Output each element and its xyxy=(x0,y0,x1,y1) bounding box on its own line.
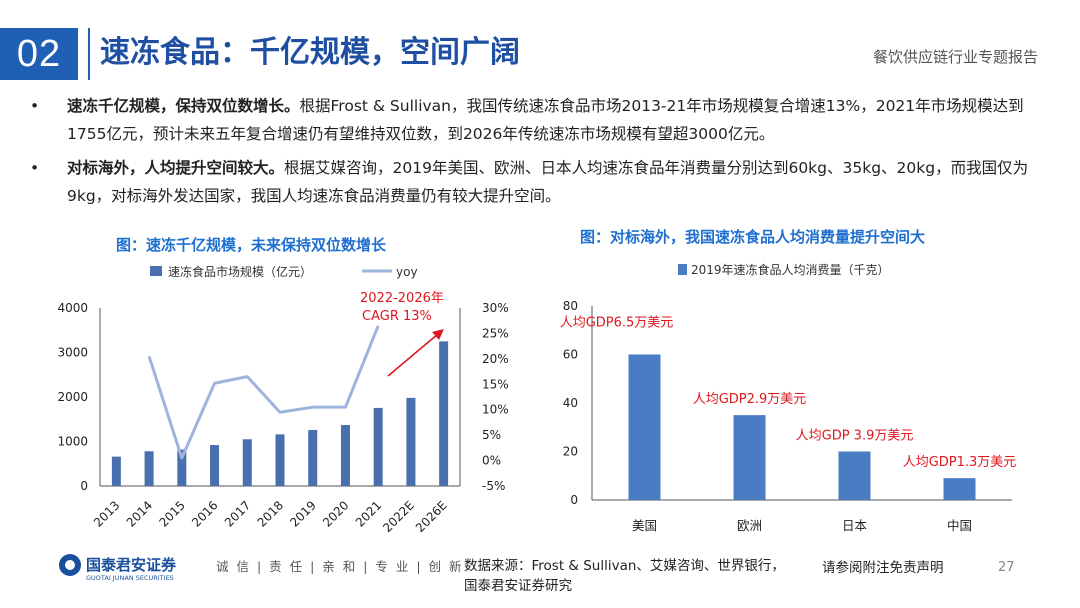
cagr-arrow-shaft xyxy=(387,333,439,377)
x-tick-label: 2013 xyxy=(91,498,122,529)
cagr-annotation-line2: CAGR 13% xyxy=(362,309,432,324)
bar-2022E xyxy=(406,397,416,486)
per-capita-chart: 2019年速冻食品人均消费量（千克） 0 20 40 60 80 美国 欧洲 日本 中国 人均GDP… xyxy=(560,262,1017,533)
x-tick-label: 2026E xyxy=(413,498,450,535)
bar-2018 xyxy=(275,434,285,486)
x-tick-label: 欧洲 xyxy=(737,518,762,533)
bullet-dot: • xyxy=(30,97,40,115)
bar-2014 xyxy=(144,451,154,486)
y-tick-label: 40 xyxy=(563,396,578,410)
bar-2015 xyxy=(177,449,187,486)
market-size-chart: 速冻食品市场规模（亿元） yoy 0 1000 2000 3000 4000 -5% 0% 5% 1… xyxy=(57,264,509,535)
x-tick-label: 2020 xyxy=(320,498,351,529)
x-tick-label: 2015 xyxy=(156,498,187,529)
bar-中国 xyxy=(943,478,976,500)
x-tick-label: 中国 xyxy=(947,518,972,533)
page-number: 27 xyxy=(998,560,1015,575)
x-tick-label: 日本 xyxy=(842,518,868,533)
bar-2026E xyxy=(439,341,449,486)
right-tick-label: 0% xyxy=(482,454,501,468)
bar-2020 xyxy=(340,425,350,486)
bar-日本 xyxy=(838,451,871,500)
right-tick-label: 10% xyxy=(482,403,509,417)
gdp-label: 人均GDP6.5万美元 xyxy=(560,316,674,331)
slide-title: 速冻食品：千亿规模，空间广阔 xyxy=(100,35,520,70)
bar-2019 xyxy=(308,429,318,486)
y-tick-label: 20 xyxy=(563,445,578,459)
y-tick-label: 80 xyxy=(563,299,578,313)
gdp-label: 人均GDP1.3万美元 xyxy=(903,455,1017,470)
bar-美国 xyxy=(628,354,661,500)
chart1-title: 图：速冻千亿规模，未来保持双位数增长 xyxy=(116,236,387,254)
left-tick-label: 1000 xyxy=(57,435,88,449)
right-tick-label: -5% xyxy=(482,479,505,493)
x-tick-label: 2018 xyxy=(255,498,286,529)
right-tick-label: 5% xyxy=(482,428,501,442)
x-tick-label: 2019 xyxy=(287,498,318,529)
yoy-line xyxy=(147,325,380,460)
y-tick-label: 0 xyxy=(570,493,578,507)
source-line: 国泰君安证券研究 xyxy=(464,578,572,594)
chart2-title: 图：对标海外，我国速冻食品人均消费量提升空间大 xyxy=(580,228,926,246)
bullet-list: • 速冻千亿规模，保持双位数增长。根据Frost & Sullivan，我国传统… xyxy=(22,92,1052,216)
bullet-text: 根据Frost & Sullivan，我国传统速冻食品市场2013-21年市场规… xyxy=(67,97,1024,143)
source-line: 数据来源：Frost & Sullivan、艾媒咨询、世界银行， xyxy=(464,558,785,574)
bar-2021 xyxy=(373,407,383,486)
legend-bar-label: 速冻食品市场规模（亿元） xyxy=(168,264,312,279)
company-motto: 诚 信 | 责 任 | 亲 和 | 专 业 | 创 新 xyxy=(216,559,464,574)
left-tick-label: 2000 xyxy=(57,390,88,404)
right-tick-label: 25% xyxy=(482,326,509,340)
company-logo: 国泰君安证券 GUOTAI JUNAN SECURITIES xyxy=(58,553,208,587)
bullet-text: 根据艾媒咨询，2019年美国、欧洲、日本人均速冻食品年消费量分别达到60kg、3… xyxy=(67,159,1029,205)
x-tick-label: 2022E xyxy=(380,498,417,535)
gdp-label: 人均GDP2.9万美元 xyxy=(693,392,807,407)
bar-2013 xyxy=(111,456,121,486)
bullet-dot: • xyxy=(30,159,40,177)
x-tick-label: 美国 xyxy=(632,518,657,533)
cagr-annotation-line1: 2022-2026年 xyxy=(360,291,444,306)
bar-2016 xyxy=(210,445,220,486)
left-tick-label: 0 xyxy=(80,479,88,493)
logo-cn: 国泰君安证券 xyxy=(86,556,177,574)
right-tick-label: 20% xyxy=(482,352,509,366)
legend-label: 2019年速冻食品人均消费量（千克） xyxy=(691,262,890,277)
bullet-item: • 对标海外，人均提升空间较大。根据艾媒咨询，2019年美国、欧洲、日本人均速冻… xyxy=(22,154,1052,210)
right-tick-label: 15% xyxy=(482,377,509,391)
cagr-arrow-head xyxy=(432,329,444,340)
x-tick-label: 2017 xyxy=(222,498,253,529)
x-tick-label: 2016 xyxy=(189,498,220,529)
data-source: 数据来源：Frost & Sullivan、艾媒咨询、世界银行， 国泰君安证券研… xyxy=(464,556,824,596)
bar-欧洲 xyxy=(733,415,766,500)
legend-swatch xyxy=(678,264,687,275)
logo-mark: 国泰君安证券 GUOTAI JUNAN SECURITIES xyxy=(59,554,177,582)
slide-header: 02 速冻食品：千亿规模，空间广阔 餐饮供应链行业专题报告 xyxy=(0,0,1080,88)
bullet-heading: 对标海外，人均提升空间较大。 xyxy=(67,159,285,177)
header-divider xyxy=(88,28,90,80)
report-name: 餐饮供应链行业专题报告 xyxy=(872,48,1038,66)
right-tick-label: 30% xyxy=(482,301,509,315)
legend-line-label: yoy xyxy=(396,265,418,279)
legend-bar-swatch xyxy=(150,266,162,276)
left-tick-label: 4000 xyxy=(57,301,88,315)
bar-2017 xyxy=(242,439,252,486)
bullet-heading: 速冻千亿规模，保持双位数增长。 xyxy=(67,97,300,115)
bullet-item: • 速冻千亿规模，保持双位数增长。根据Frost & Sullivan，我国传统… xyxy=(22,92,1052,148)
x-tick-label: 2014 xyxy=(124,498,155,529)
disclaimer-link[interactable]: 请参阅附注免责声明 xyxy=(822,560,944,576)
y-tick-label: 60 xyxy=(563,348,578,362)
logo-en: GUOTAI JUNAN SECURITIES xyxy=(86,574,174,582)
section-number: 02 xyxy=(0,28,78,80)
gdp-label: 人均GDP 3.9万美元 xyxy=(796,429,914,444)
left-tick-label: 3000 xyxy=(57,346,88,360)
